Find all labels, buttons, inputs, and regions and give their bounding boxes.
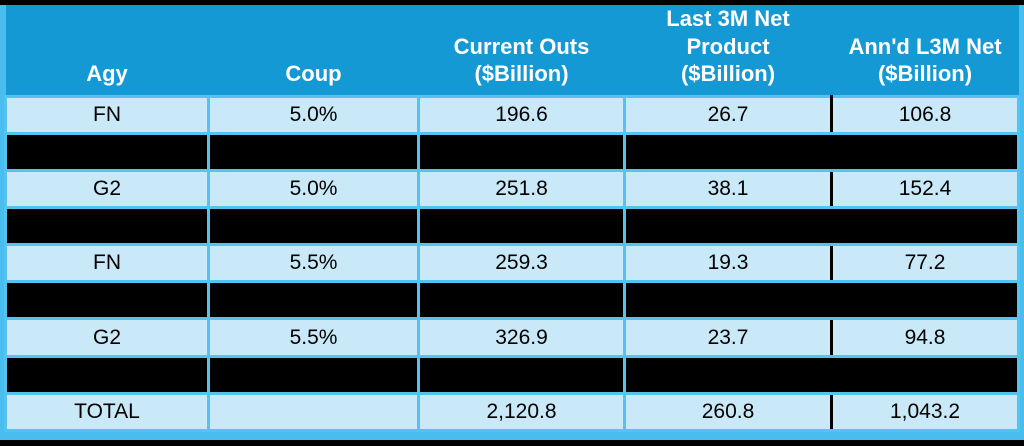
redacted-cell: [417, 131, 626, 172]
redacted-row: [4, 131, 1020, 172]
agency-outstandings-table: Agy Coup Current Outs ($Billion) Last 3M…: [4, 5, 1020, 441]
table-header: Agy Coup Current Outs ($Billion) Last 3M…: [5, 5, 1019, 96]
header-row: Agy Coup Current Outs ($Billion) Last 3M…: [5, 5, 1019, 96]
cell-last-3m-net: 23.7: [623, 317, 833, 358]
redacted-cell: [417, 205, 626, 247]
table-row: FN 5.5% 259.3 19.3 77.2: [4, 243, 1020, 284]
total-row: TOTAL 2,120.8 260.8 1,043.2: [4, 391, 1020, 432]
column-header-agy: Agy: [5, 5, 209, 96]
redacted-cell: [623, 205, 833, 247]
column-header-coup: Coup: [208, 5, 419, 96]
cell-last-3m-net: 26.7: [623, 94, 833, 135]
table-row: G2 5.5% 326.9 23.7 94.8: [4, 317, 1020, 358]
cell-agy: G2: [4, 168, 210, 209]
cell-annd-l3m-net: 1,043.2: [830, 391, 1020, 432]
cell-annd-l3m-net: 77.2: [830, 243, 1020, 284]
redacted-cell: [830, 131, 1020, 172]
cell-annd-l3m-net: 94.8: [830, 317, 1020, 358]
cell-current-outs: 196.6: [417, 94, 626, 135]
cell-coup: 5.5%: [207, 243, 420, 284]
redacted-cell: [207, 205, 420, 247]
table-row: FN 5.0% 196.6 26.7 106.8: [4, 94, 1020, 135]
cell-coup: 5.5%: [207, 317, 420, 358]
redacted-cell: [830, 205, 1020, 247]
cell-coup: [207, 391, 420, 432]
redacted-cell: [623, 354, 833, 395]
redacted-cell: [4, 354, 210, 395]
cell-annd-l3m-net: 152.4: [830, 168, 1020, 209]
redacted-cell: [417, 354, 626, 395]
agency-table-frame: Agy Coup Current Outs ($Billion) Last 3M…: [0, 5, 1024, 441]
redacted-cell: [623, 131, 833, 172]
spacer-cell: [830, 428, 1020, 441]
redacted-cell: [207, 354, 420, 395]
table-row: G2 5.0% 251.8 38.1 152.4: [4, 168, 1020, 209]
cell-current-outs: 259.3: [417, 243, 626, 284]
cell-last-3m-net: 38.1: [623, 168, 833, 209]
redacted-cell: [207, 131, 420, 172]
redacted-cell: [4, 205, 210, 247]
column-header-annd-l3m-net: Ann'd L3M Net ($Billion): [831, 5, 1019, 96]
column-header-current-outs: Current Outs ($Billion): [418, 5, 625, 96]
redacted-cell: [4, 131, 210, 172]
cell-current-outs: 2,120.8: [417, 391, 626, 432]
cell-agy: FN: [4, 94, 210, 135]
redacted-row: [4, 205, 1020, 247]
column-header-last-3m-net: Last 3M Net Product ($Billion): [624, 5, 832, 96]
spacer-cell: [4, 428, 210, 441]
cell-last-3m-net: 19.3: [623, 243, 833, 284]
spacer-cell: [417, 428, 626, 441]
redacted-row: [4, 354, 1020, 395]
spacer-cell: [207, 428, 420, 441]
cell-last-3m-net: 260.8: [623, 391, 833, 432]
cell-agy: TOTAL: [4, 391, 210, 432]
table-body: FN 5.0% 196.6 26.7 106.8 G2 5.0% 251.8 38.1 152.4…: [4, 94, 1020, 441]
redacted-cell: [830, 354, 1020, 395]
redacted-row: [4, 280, 1020, 321]
cell-agy: G2: [4, 317, 210, 358]
cell-current-outs: 251.8: [417, 168, 626, 209]
cell-annd-l3m-net: 106.8: [830, 94, 1020, 135]
redacted-cell: [207, 280, 420, 321]
cell-coup: 5.0%: [207, 168, 420, 209]
redacted-cell: [4, 280, 210, 321]
redacted-cell: [623, 280, 833, 321]
redacted-cell: [830, 280, 1020, 321]
cell-coup: 5.0%: [207, 94, 420, 135]
bottom-spacer-strip: [4, 428, 1020, 441]
spacer-cell: [623, 428, 833, 441]
cell-agy: FN: [4, 243, 210, 284]
redacted-cell: [417, 280, 626, 321]
cell-current-outs: 326.9: [417, 317, 626, 358]
